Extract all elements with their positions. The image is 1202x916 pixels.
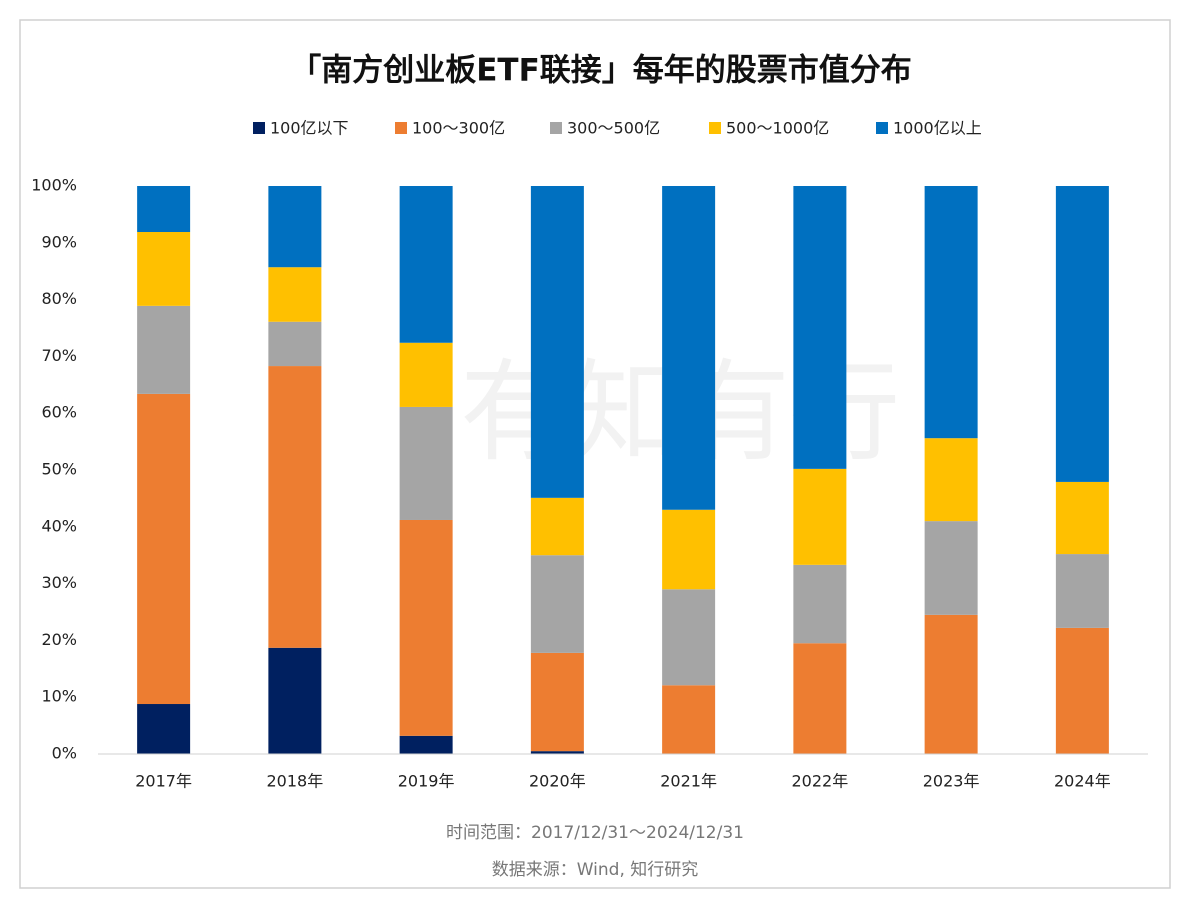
legend-label: 1000亿以上 bbox=[893, 119, 982, 138]
y-tick-label: 10% bbox=[41, 687, 77, 706]
bar-segment bbox=[793, 564, 847, 644]
x-tick-label: 2019年 bbox=[398, 772, 455, 791]
bar-segment bbox=[268, 366, 322, 648]
legend-label: 100亿以下 bbox=[270, 119, 349, 138]
note: 数据来源：Wind, 知行研究 bbox=[492, 860, 699, 880]
bar-segment bbox=[137, 393, 191, 705]
y-tick-label: 20% bbox=[41, 630, 77, 649]
x-tick-label: 2018年 bbox=[267, 772, 324, 791]
bar-segment bbox=[1055, 554, 1109, 628]
y-tick-label: 90% bbox=[41, 232, 77, 251]
legend-label: 300～500亿 bbox=[567, 119, 660, 138]
bar-segment bbox=[399, 735, 453, 754]
bar-segment bbox=[662, 509, 716, 590]
y-tick-label: 60% bbox=[41, 403, 77, 422]
bar-segment bbox=[924, 614, 978, 754]
x-tick-label: 2017年 bbox=[135, 772, 192, 791]
bar-segment bbox=[1055, 481, 1109, 555]
x-tick-label: 2023年 bbox=[923, 772, 980, 791]
bar-segment bbox=[662, 589, 716, 686]
y-tick-label: 100% bbox=[31, 176, 77, 195]
chart-title: 「南方创业板ETF联接」每年的股票市值分布 bbox=[290, 53, 912, 89]
x-tick-label: 2024年 bbox=[1054, 772, 1111, 791]
y-tick-label: 30% bbox=[41, 573, 77, 592]
bar-segment bbox=[793, 186, 847, 469]
bar-segment bbox=[662, 685, 716, 754]
bar-segment bbox=[399, 406, 453, 520]
bar-segment bbox=[137, 186, 191, 233]
bar-segment bbox=[399, 186, 453, 343]
bar-segment bbox=[793, 468, 847, 565]
bar-segment bbox=[793, 643, 847, 754]
note: 时间范围：2017/12/31～2024/12/31 bbox=[446, 823, 744, 843]
y-tick-label: 0% bbox=[52, 744, 77, 763]
y-tick-label: 50% bbox=[41, 460, 77, 479]
frame bbox=[19, 19, 1171, 889]
bar-segment bbox=[137, 305, 191, 394]
legend-swatch bbox=[550, 122, 562, 134]
bar-segment bbox=[268, 647, 322, 754]
legend-swatch bbox=[876, 122, 888, 134]
bar-segment bbox=[924, 521, 978, 615]
x-tick-label: 2021年 bbox=[660, 772, 717, 791]
bar-segment bbox=[530, 186, 584, 498]
bar-segment bbox=[268, 321, 322, 367]
bar-segment bbox=[530, 751, 584, 754]
legend-swatch bbox=[253, 122, 265, 134]
y-tick-label: 70% bbox=[41, 346, 77, 365]
bar-segment bbox=[1055, 627, 1109, 754]
bar-segment bbox=[137, 704, 191, 754]
x-tick-label: 2022年 bbox=[792, 772, 849, 791]
legend-swatch bbox=[395, 122, 407, 134]
bar-segment bbox=[662, 186, 716, 510]
legend-label: 100～300亿 bbox=[412, 119, 505, 138]
bar-segment bbox=[268, 186, 322, 268]
y-tick-label: 80% bbox=[41, 289, 77, 308]
legend-swatch bbox=[709, 122, 721, 134]
bar-segment bbox=[530, 652, 584, 752]
bar-segment bbox=[399, 519, 453, 736]
x-tick-label: 2020年 bbox=[529, 772, 586, 791]
y-tick-label: 40% bbox=[41, 516, 77, 535]
bar-segment bbox=[530, 555, 584, 653]
bar-segment bbox=[924, 438, 978, 522]
bar-segment bbox=[268, 267, 322, 322]
bar-segment bbox=[1055, 186, 1109, 482]
legend-label: 500～1000亿 bbox=[726, 119, 829, 138]
bar-segment bbox=[530, 497, 584, 556]
bar-segment bbox=[399, 342, 453, 407]
bar-segment bbox=[924, 186, 978, 439]
bar-segment bbox=[137, 232, 191, 306]
